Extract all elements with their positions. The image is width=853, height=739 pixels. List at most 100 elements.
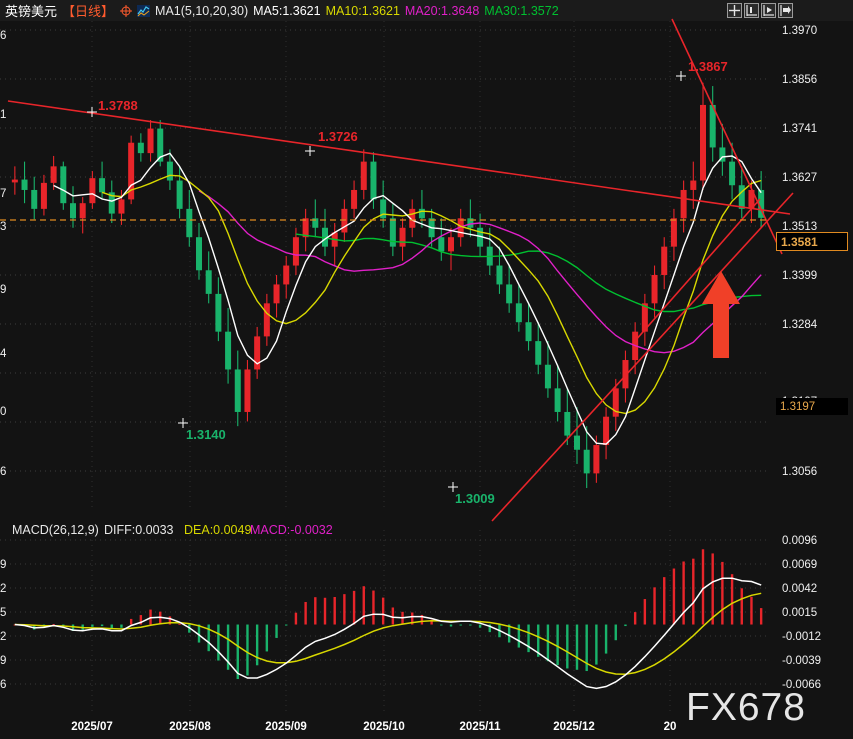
- crosshair-target-icon[interactable]: [119, 4, 132, 17]
- candle-body[interactable]: [302, 218, 309, 238]
- candle-body[interactable]: [205, 270, 212, 294]
- candle-body[interactable]: [40, 182, 47, 209]
- price-axis-label[interactable]: 1.3627: [782, 172, 817, 184]
- candle-body[interactable]: [447, 237, 455, 252]
- candlestick-series[interactable]: [11, 82, 765, 489]
- candle-body[interactable]: [418, 208, 425, 219]
- crosshair-tool-button[interactable]: [727, 3, 742, 18]
- candle-body[interactable]: [108, 192, 115, 214]
- candle-body[interactable]: [670, 218, 677, 247]
- candle-body[interactable]: [351, 189, 358, 209]
- candle-body[interactable]: [128, 142, 135, 200]
- candle-body[interactable]: [283, 265, 290, 285]
- candle-body[interactable]: [699, 104, 707, 181]
- candle-body[interactable]: [758, 189, 765, 218]
- candle-body[interactable]: [176, 180, 183, 209]
- macd-bar: [537, 624, 540, 657]
- price-chart-pane[interactable]: 1.3788 1.3726 1.3867 1.3140 1.3009 1.397…: [0, 18, 853, 522]
- symbol-label[interactable]: 英镑美元: [5, 4, 58, 19]
- candle-body[interactable]: [506, 284, 513, 304]
- bullish-arrow[interactable]: [702, 271, 740, 358]
- candle-body[interactable]: [50, 166, 57, 183]
- price-axis-label[interactable]: 1.3513: [782, 221, 817, 233]
- candle-body[interactable]: [564, 411, 571, 436]
- candle-body[interactable]: [225, 331, 232, 370]
- candle-body[interactable]: [651, 274, 658, 304]
- candle-body[interactable]: [370, 161, 377, 200]
- secondary-price-tag[interactable]: 1.3197: [776, 398, 848, 415]
- mini-chart-icon[interactable]: [137, 4, 151, 17]
- candle-body[interactable]: [11, 179, 18, 183]
- candle-body[interactable]: [525, 322, 532, 342]
- price-axis-label[interactable]: 1.3056: [782, 466, 817, 478]
- candle-body[interactable]: [157, 128, 164, 162]
- macd-axis-label: 0.0015: [782, 607, 817, 619]
- candle-body[interactable]: [583, 449, 590, 474]
- candle-body[interactable]: [409, 208, 416, 228]
- candle-body[interactable]: [89, 178, 96, 204]
- candle-body[interactable]: [544, 364, 551, 389]
- candle-body[interactable]: [195, 237, 203, 271]
- candle-body[interactable]: [690, 180, 697, 190]
- chart-align-right-button[interactable]: [761, 3, 776, 18]
- candle-body[interactable]: [719, 147, 726, 162]
- candle-body[interactable]: [535, 341, 542, 365]
- candle-body[interactable]: [641, 303, 648, 332]
- candle-body[interactable]: [254, 336, 261, 370]
- price-axis-label[interactable]: 1.3856: [782, 74, 817, 86]
- candle-body[interactable]: [244, 369, 251, 412]
- candle-body[interactable]: [573, 435, 581, 450]
- price-axis-label[interactable]: 1.3741: [782, 123, 817, 135]
- candle-body[interactable]: [147, 128, 154, 154]
- candle-body[interactable]: [748, 189, 755, 209]
- candle-body[interactable]: [79, 203, 86, 219]
- candle-body[interactable]: [118, 199, 125, 214]
- trendline-group[interactable]: [7, 18, 794, 522]
- price-axis-label[interactable]: 1.3399: [782, 270, 817, 282]
- candle-body[interactable]: [593, 445, 600, 474]
- candle-body[interactable]: [380, 199, 387, 219]
- price-axis-label-left: 4: [0, 348, 7, 360]
- candle-body[interactable]: [622, 360, 629, 389]
- candle-body[interactable]: [729, 161, 736, 186]
- candle-body[interactable]: [709, 104, 716, 148]
- candle-body[interactable]: [389, 218, 396, 247]
- candle-body[interactable]: [467, 218, 474, 228]
- candle-body[interactable]: [496, 265, 503, 285]
- candle-body[interactable]: [21, 179, 28, 190]
- candle-body[interactable]: [360, 161, 367, 190]
- macd-bar: [643, 599, 647, 625]
- candle-body[interactable]: [680, 189, 687, 219]
- candle-body[interactable]: [477, 227, 484, 247]
- candle-body[interactable]: [60, 166, 67, 204]
- candle-body[interactable]: [99, 178, 106, 193]
- candle-body[interactable]: [399, 227, 406, 247]
- price-axis-label[interactable]: 1.3284: [782, 319, 818, 331]
- candle-body[interactable]: [31, 189, 38, 209]
- candle-body[interactable]: [438, 237, 445, 252]
- candle-body[interactable]: [292, 237, 299, 266]
- current-price-tag[interactable]: 1.3581: [776, 232, 848, 251]
- price-axis-label[interactable]: 1.3970: [782, 25, 817, 37]
- candle-body[interactable]: [312, 218, 319, 228]
- chart-expand-button[interactable]: [778, 3, 793, 18]
- candle-body[interactable]: [234, 369, 241, 412]
- candle-body[interactable]: [137, 142, 144, 154]
- candle-body[interactable]: [186, 208, 193, 238]
- candle-body[interactable]: [738, 185, 745, 209]
- candle-body[interactable]: [273, 284, 280, 304]
- candle-body[interactable]: [263, 303, 270, 337]
- candle-body[interactable]: [215, 293, 222, 332]
- candle-body[interactable]: [166, 161, 173, 181]
- candle-body[interactable]: [457, 218, 464, 238]
- macd-pane[interactable]: MACD(26,12,9) DIFF:0.0033 DEA:0.0049 MAC…: [0, 518, 853, 714]
- period-label[interactable]: 【日线】: [62, 4, 115, 19]
- chart-align-left-button[interactable]: [744, 3, 759, 18]
- candle-body[interactable]: [69, 203, 77, 219]
- candle-body[interactable]: [554, 388, 561, 412]
- candle-body[interactable]: [515, 303, 522, 323]
- candle-body[interactable]: [612, 388, 619, 417]
- candle-body[interactable]: [603, 416, 610, 446]
- candle-body[interactable]: [661, 246, 668, 275]
- candle-body[interactable]: [341, 208, 348, 233]
